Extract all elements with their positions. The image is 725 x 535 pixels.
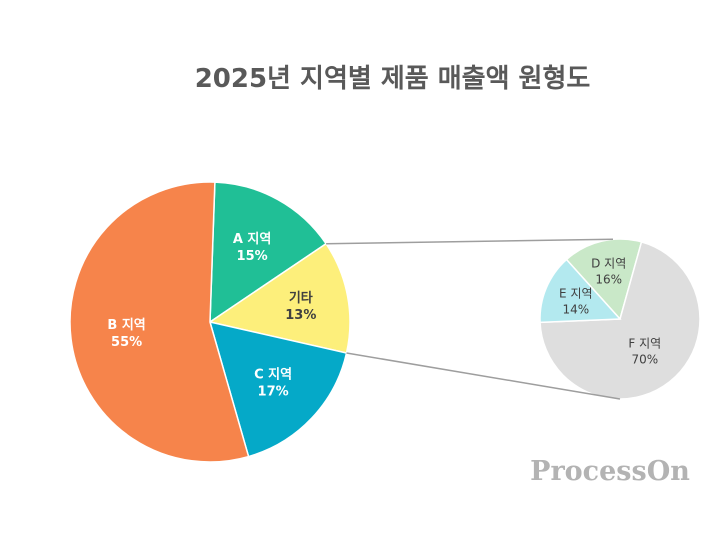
main-label-name: B 지역: [107, 317, 145, 333]
detail-slice-1: [539, 241, 701, 400]
detail-label-name: F 지역: [628, 336, 661, 350]
chart-title: 2025년 지역별 제품 매출액 원형도: [194, 64, 591, 94]
main-label-value: 55%: [111, 335, 142, 350]
main-slice-3: [69, 181, 250, 463]
detail-label-value: 16%: [595, 273, 622, 287]
detail-label-value: 14%: [562, 302, 589, 316]
main-label-name: 기타: [289, 290, 313, 306]
main-label-value: 13%: [285, 308, 316, 323]
watermark-text: ProcessOn: [530, 456, 690, 487]
main-label-name: A 지역: [233, 231, 272, 247]
detail-slice-2: [539, 258, 622, 324]
detail-label-name: D 지역: [591, 257, 626, 271]
detail-slice-0: [565, 238, 643, 321]
main-label-name: C 지역: [254, 367, 292, 383]
connector-line-top: [326, 238, 614, 245]
connector-line-bottom: [346, 352, 621, 400]
main-slice-1: [208, 242, 351, 354]
main-label-value: 17%: [258, 385, 289, 400]
main-label-value: 15%: [237, 249, 268, 264]
detail-label-name: E 지역: [559, 286, 592, 300]
main-slice-0: [209, 181, 328, 324]
main-slice-2: [208, 320, 348, 458]
detail-label-value: 70%: [631, 352, 658, 366]
